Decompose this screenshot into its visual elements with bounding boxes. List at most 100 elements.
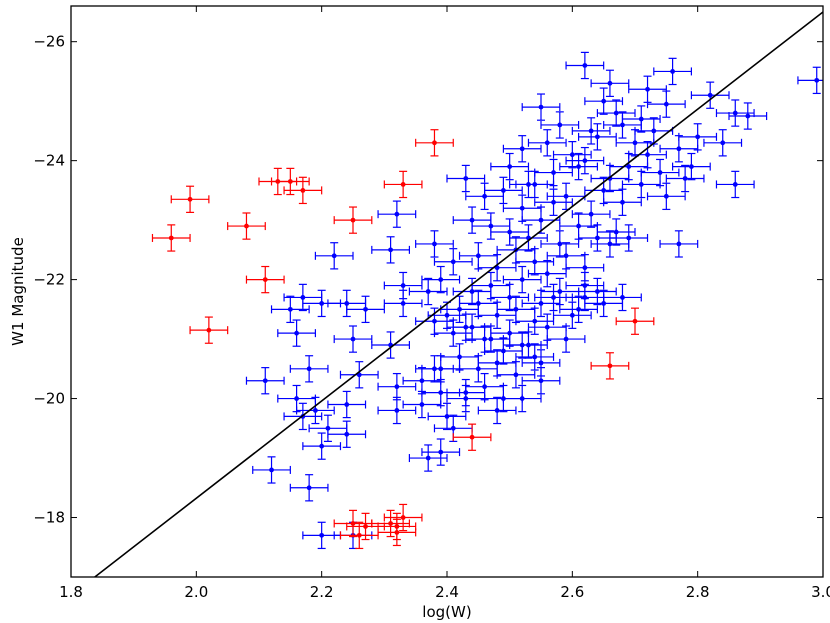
- data-point: [327, 420, 367, 448]
- data-point: [797, 66, 823, 95]
- data-point: [678, 123, 718, 151]
- data-marker: [482, 336, 487, 342]
- data-point: [496, 361, 536, 389]
- data-point: [671, 152, 711, 181]
- data-point: [565, 283, 605, 312]
- data-marker: [595, 289, 600, 294]
- data-marker: [350, 521, 356, 526]
- data-point: [565, 146, 605, 175]
- data-marker: [450, 330, 456, 336]
- data-marker: [532, 259, 538, 265]
- data-point: [333, 206, 373, 234]
- data-marker: [569, 312, 575, 318]
- data-point: [471, 212, 511, 240]
- data-point: [289, 355, 329, 383]
- data-point: [653, 57, 693, 86]
- y-tick-label: −22: [33, 271, 65, 289]
- data-point: [584, 87, 624, 115]
- data-marker: [319, 532, 325, 538]
- data-marker: [469, 217, 475, 223]
- data-marker: [745, 113, 751, 119]
- data-marker: [507, 330, 513, 336]
- data-point: [296, 396, 335, 425]
- data-marker: [432, 366, 437, 372]
- data-point: [270, 295, 310, 324]
- data-marker: [576, 164, 581, 169]
- data-marker: [513, 372, 519, 378]
- data-marker: [582, 265, 588, 271]
- data-marker: [494, 360, 500, 366]
- data-marker: [206, 327, 212, 333]
- data-point: [527, 259, 567, 288]
- data-point: [371, 331, 410, 359]
- x-tick-label: 3.0: [811, 583, 830, 601]
- data-marker: [663, 193, 669, 199]
- data-point: [665, 164, 705, 193]
- data-point: [277, 319, 316, 347]
- data-marker: [494, 408, 500, 413]
- data-point: [621, 170, 661, 199]
- data-marker: [425, 289, 431, 294]
- data-marker: [645, 152, 650, 158]
- data-marker: [588, 211, 594, 217]
- data-marker: [519, 342, 525, 348]
- data-point: [151, 224, 191, 252]
- data-marker: [269, 467, 274, 473]
- data-point: [446, 164, 486, 193]
- data-marker: [463, 176, 469, 181]
- data-marker: [563, 253, 569, 259]
- data-point: [327, 390, 367, 419]
- data-marker: [501, 187, 506, 193]
- data-marker: [419, 402, 425, 407]
- data-marker: [538, 104, 544, 110]
- data-point: [427, 402, 467, 431]
- data-point: [490, 283, 530, 312]
- data-marker: [394, 529, 400, 535]
- data-marker: [287, 306, 293, 312]
- data-point: [527, 129, 567, 157]
- data-marker: [300, 295, 306, 300]
- data-marker: [569, 152, 575, 158]
- data-marker: [463, 324, 469, 330]
- data-point: [490, 152, 530, 181]
- data-marker: [306, 485, 312, 491]
- data-marker: [313, 408, 318, 413]
- data-marker: [419, 378, 425, 384]
- data-marker: [438, 449, 444, 455]
- fit-line: [94, 11, 823, 577]
- data-point: [421, 378, 461, 407]
- data-marker: [507, 295, 513, 300]
- data-marker: [344, 431, 350, 437]
- data-point: [377, 396, 417, 425]
- y-tick-label: −18: [33, 509, 65, 527]
- data-marker: [551, 170, 556, 175]
- data-marker: [563, 193, 569, 199]
- data-marker: [457, 306, 462, 312]
- data-marker: [544, 324, 550, 330]
- data-marker: [475, 300, 481, 306]
- y-axis-title: W1 Magnitude: [9, 237, 27, 346]
- data-marker: [682, 176, 688, 181]
- data-point: [521, 367, 561, 395]
- data-marker: [620, 295, 625, 300]
- data-marker: [563, 336, 569, 342]
- data-point: [314, 242, 354, 270]
- data-point: [415, 355, 454, 383]
- data-marker: [388, 521, 393, 526]
- data-marker: [394, 408, 400, 413]
- data-marker: [438, 277, 444, 283]
- data-marker: [601, 187, 607, 193]
- data-marker: [626, 164, 632, 169]
- data-point: [189, 316, 229, 344]
- data-marker: [538, 217, 544, 223]
- data-marker: [475, 253, 481, 259]
- data-marker: [400, 182, 406, 187]
- data-marker: [444, 414, 450, 419]
- data-point: [596, 99, 636, 127]
- data-point: [377, 518, 417, 547]
- data-point: [170, 185, 210, 213]
- data-marker: [576, 223, 581, 229]
- data-marker: [601, 98, 607, 104]
- data-marker: [544, 271, 550, 277]
- data-marker: [676, 146, 682, 152]
